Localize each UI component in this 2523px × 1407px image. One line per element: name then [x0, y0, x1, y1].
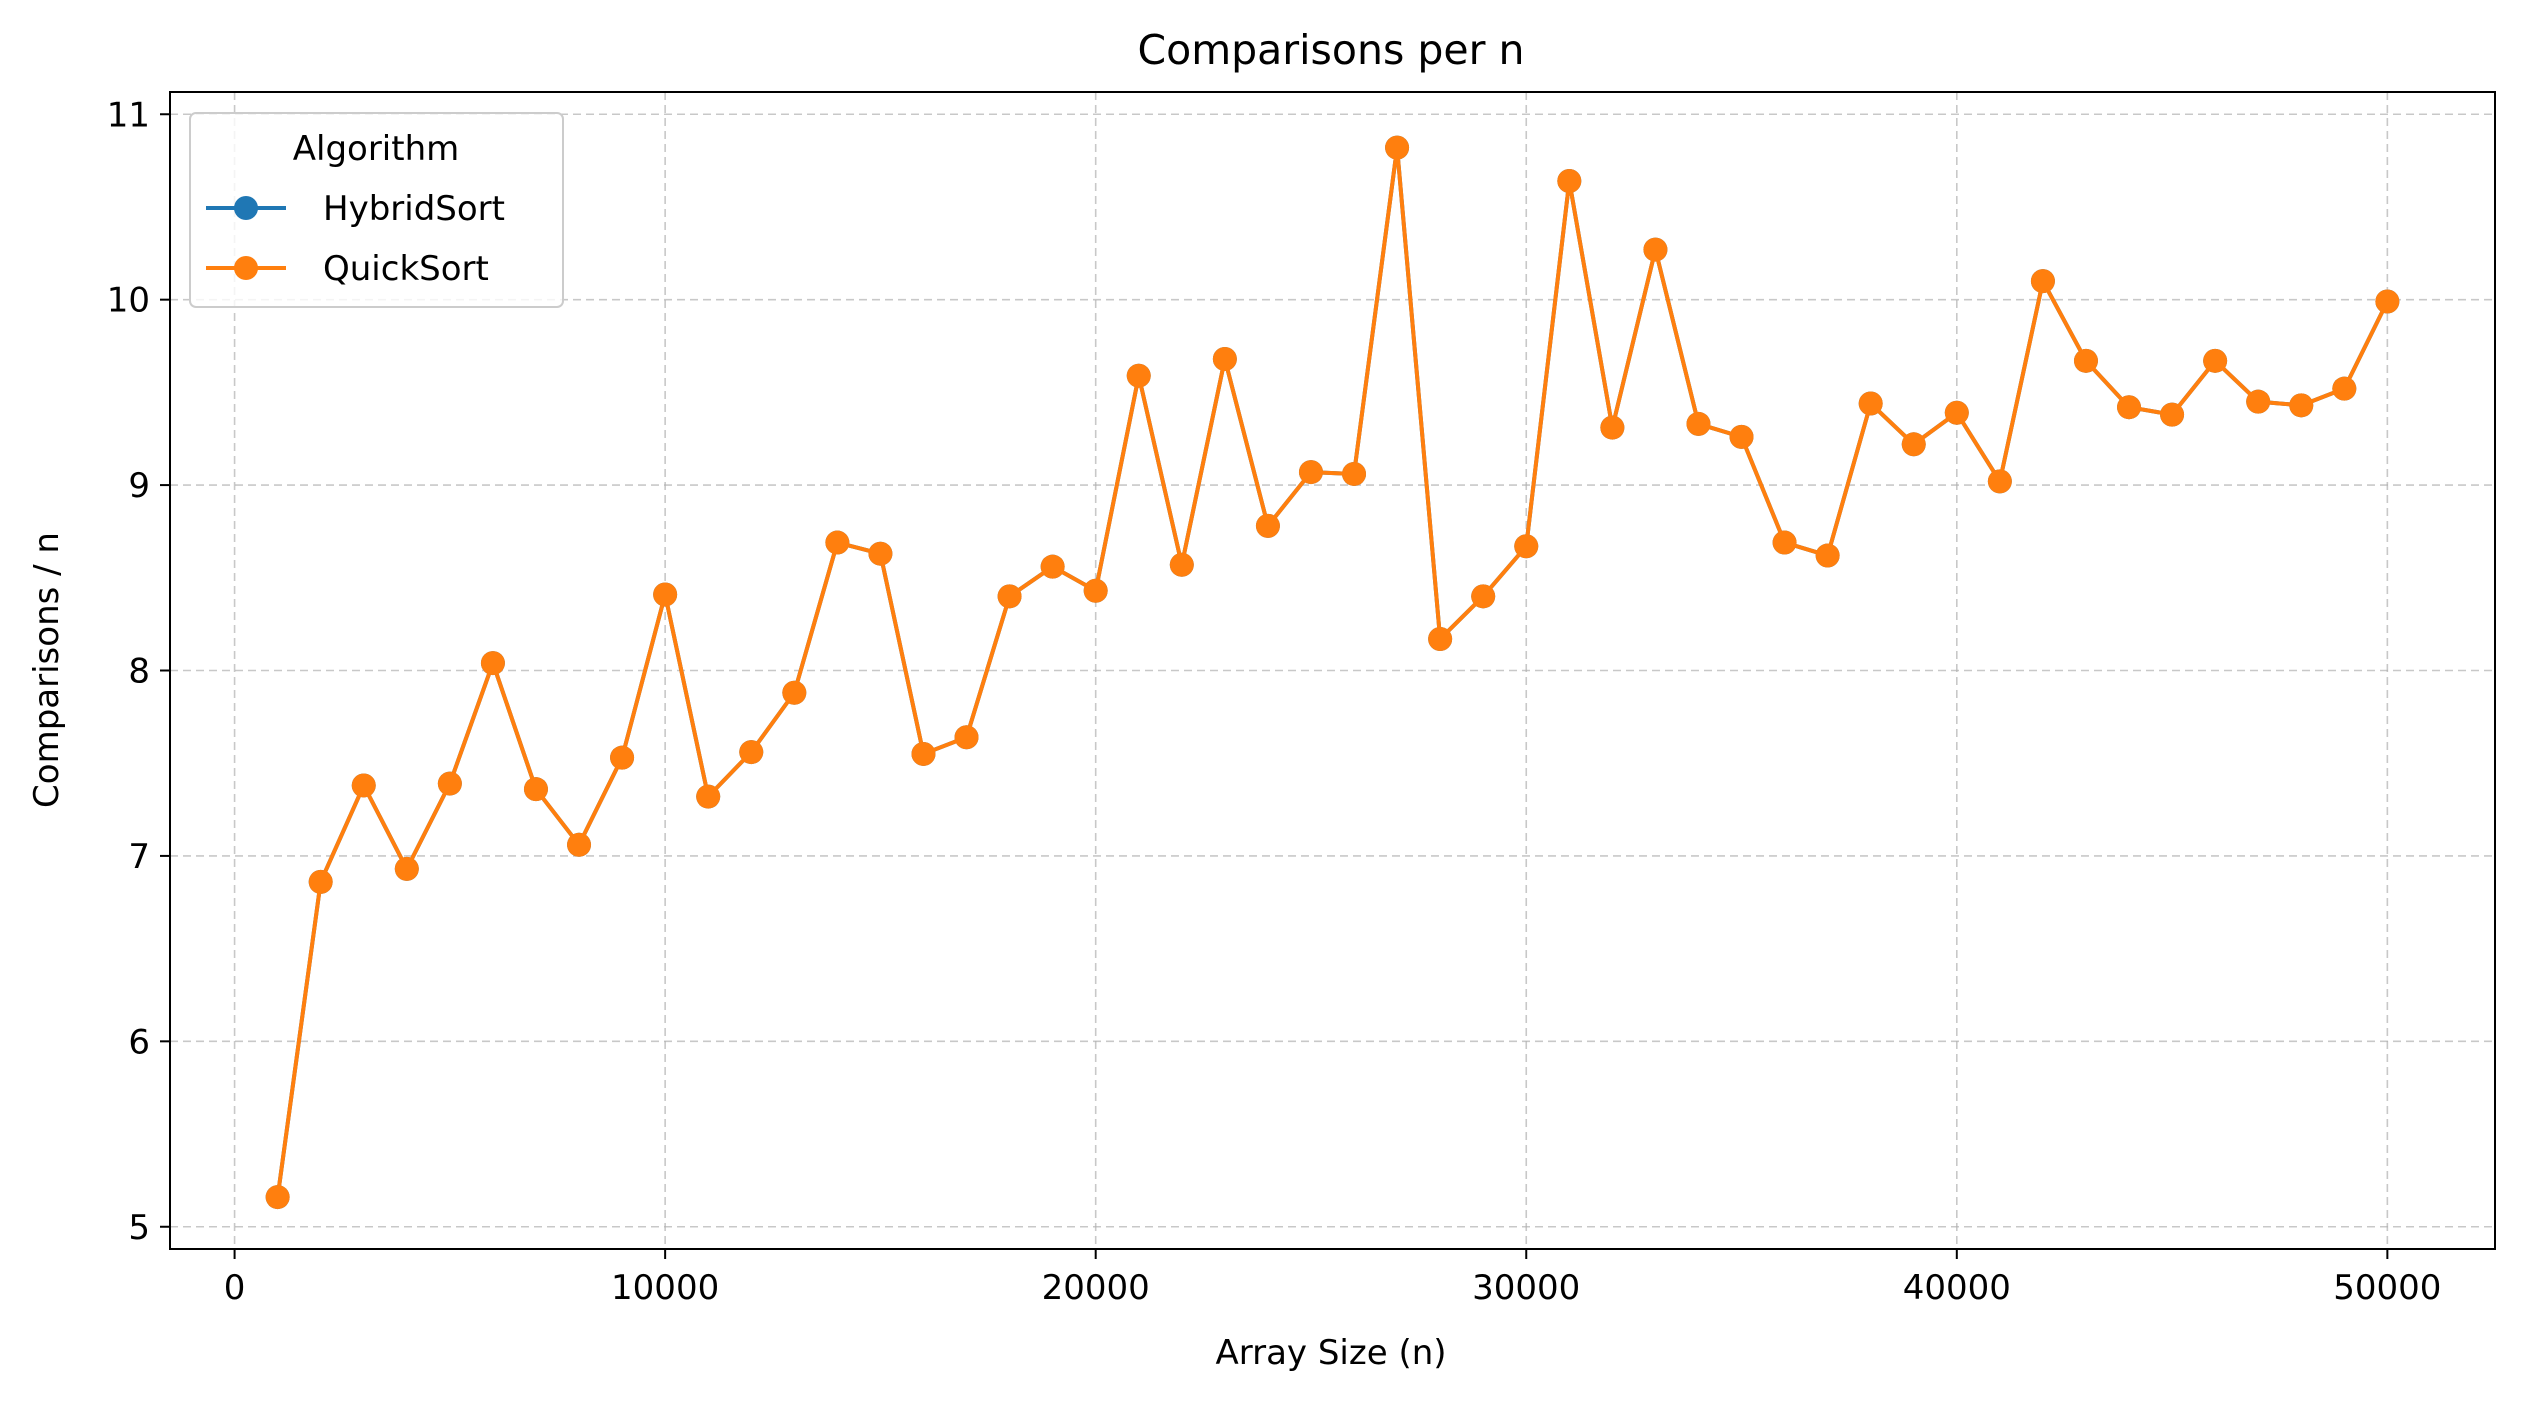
data-point-quicksort	[2073, 348, 2098, 373]
x-tick-label: 10000	[611, 1268, 719, 1308]
y-tick-label: 8	[128, 652, 150, 692]
data-point-quicksort	[825, 530, 850, 555]
data-point-quicksort	[1600, 415, 1625, 440]
data-point-quicksort	[1255, 513, 1280, 538]
x-axis-label: Array Size (n)	[1215, 1333, 1446, 1373]
x-tick-label: 50000	[2333, 1268, 2441, 1308]
data-point-quicksort	[308, 869, 333, 894]
data-point-quicksort	[1169, 552, 1194, 577]
data-point-quicksort	[1858, 391, 1883, 416]
y-tick-label: 6	[128, 1022, 150, 1062]
data-point-quicksort	[1557, 169, 1582, 193]
data-point-quicksort	[1471, 584, 1496, 609]
x-tick-label: 20000	[1042, 1268, 1150, 1308]
data-point-quicksort	[1040, 554, 1065, 579]
data-point-quicksort	[1083, 578, 1108, 603]
legend-label-quicksort: QuickSort	[323, 249, 489, 289]
data-point-quicksort	[653, 582, 678, 607]
data-point-quicksort	[2375, 289, 2400, 314]
x-tick-label: 30000	[1472, 1268, 1580, 1308]
y-tick-label: 11	[107, 95, 150, 135]
legend-marker-quicksort	[234, 256, 258, 280]
data-point-quicksort	[2289, 393, 2314, 418]
data-point-quicksort	[610, 745, 635, 770]
grid-lines	[170, 92, 2495, 1249]
data-point-quicksort	[782, 680, 807, 705]
data-point-quicksort	[2246, 389, 2271, 414]
data-point-quicksort	[1385, 135, 1410, 160]
data-point-quicksort	[1298, 460, 1323, 485]
data-point-quicksort	[1729, 424, 1754, 449]
data-point-quicksort	[1342, 461, 1367, 486]
data-point-quicksort	[1428, 626, 1453, 651]
data-point-quicksort	[2203, 348, 2228, 373]
x-tick-label: 40000	[1903, 1268, 2011, 1308]
data-point-quicksort	[1944, 400, 1969, 425]
data-point-quicksort	[1772, 530, 1797, 555]
data-point-quicksort	[997, 584, 1022, 609]
series-quicksort	[265, 135, 2400, 1210]
data-point-quicksort	[523, 777, 548, 802]
y-axis-ticks: 5 6 7 8 9 10 11	[107, 95, 170, 1248]
data-point-quicksort	[1987, 469, 2012, 494]
data-point-quicksort	[2332, 376, 2357, 401]
series-line-quicksort	[275, 145, 2390, 1198]
data-point-quicksort	[567, 832, 592, 857]
data-point-quicksort	[1686, 411, 1711, 436]
legend-entry-quicksort: QuickSort	[206, 249, 489, 289]
legend-entry-hybridsort: HybridSort	[206, 189, 505, 229]
data-point-quicksort	[1815, 543, 1840, 568]
data-point-quicksort	[265, 1185, 290, 1210]
data-point-quicksort	[437, 771, 462, 796]
y-tick-label: 10	[107, 281, 150, 321]
legend-marker-hybridsort	[234, 196, 258, 220]
y-tick-label: 5	[128, 1208, 150, 1248]
series-layer	[265, 135, 2400, 1210]
data-point-quicksort	[911, 741, 936, 766]
data-point-quicksort	[868, 541, 893, 566]
data-point-quicksort	[1514, 534, 1539, 559]
data-point-quicksort	[394, 856, 419, 881]
y-tick-label: 9	[128, 466, 150, 506]
data-point-quicksort	[2160, 402, 2185, 427]
data-point-quicksort	[954, 725, 979, 750]
data-point-quicksort	[1126, 363, 1151, 388]
legend: Algorithm HybridSort QuickSort	[189, 112, 564, 308]
data-point-quicksort	[739, 740, 764, 765]
data-point-quicksort	[1212, 347, 1237, 371]
data-point-quicksort	[2117, 395, 2142, 420]
legend-box	[189, 112, 564, 308]
data-point-quicksort	[2030, 269, 2055, 294]
data-point-quicksort	[1901, 432, 1926, 457]
x-axis-ticks: 0 10000 20000 30000 40000 50000	[224, 1249, 2441, 1308]
data-point-quicksort	[351, 773, 376, 798]
data-point-quicksort	[1643, 237, 1668, 262]
data-point-quicksort	[696, 784, 721, 809]
legend-label-hybridsort: HybridSort	[323, 189, 505, 229]
legend-title: Algorithm	[293, 129, 460, 169]
y-tick-label: 7	[128, 837, 150, 877]
x-tick-label: 0	[224, 1268, 246, 1308]
y-axis-label: Comparisons / n	[27, 532, 67, 808]
data-point-quicksort	[480, 651, 505, 676]
chart-title: Comparisons per n	[1138, 26, 1525, 74]
